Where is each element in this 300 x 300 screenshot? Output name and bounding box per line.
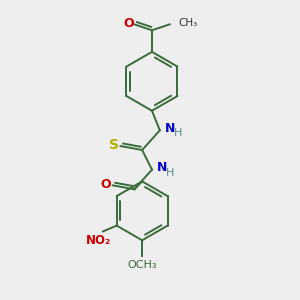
Text: N: N xyxy=(157,161,167,174)
Text: N: N xyxy=(165,122,175,135)
Text: NO₂: NO₂ xyxy=(85,234,111,247)
Text: OCH₃: OCH₃ xyxy=(128,260,157,270)
Text: O: O xyxy=(100,178,111,191)
Text: H: H xyxy=(166,168,174,178)
Text: O: O xyxy=(123,17,134,30)
Text: CH₃: CH₃ xyxy=(178,18,198,28)
Text: S: S xyxy=(109,138,119,152)
Text: H: H xyxy=(174,128,182,138)
